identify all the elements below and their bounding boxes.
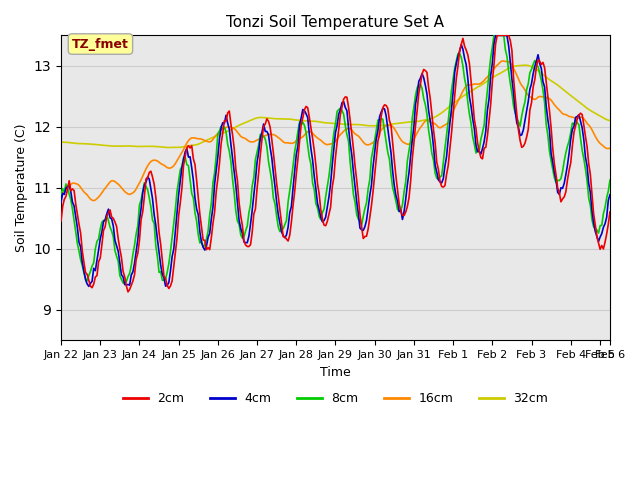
Legend: 2cm, 4cm, 8cm, 16cm, 32cm: 2cm, 4cm, 8cm, 16cm, 32cm xyxy=(118,387,554,410)
X-axis label: Time: Time xyxy=(320,366,351,379)
Text: TZ_fmet: TZ_fmet xyxy=(72,37,129,50)
Y-axis label: Soil Temperature (C): Soil Temperature (C) xyxy=(15,124,28,252)
Title: Tonzi Soil Temperature Set A: Tonzi Soil Temperature Set A xyxy=(227,15,445,30)
